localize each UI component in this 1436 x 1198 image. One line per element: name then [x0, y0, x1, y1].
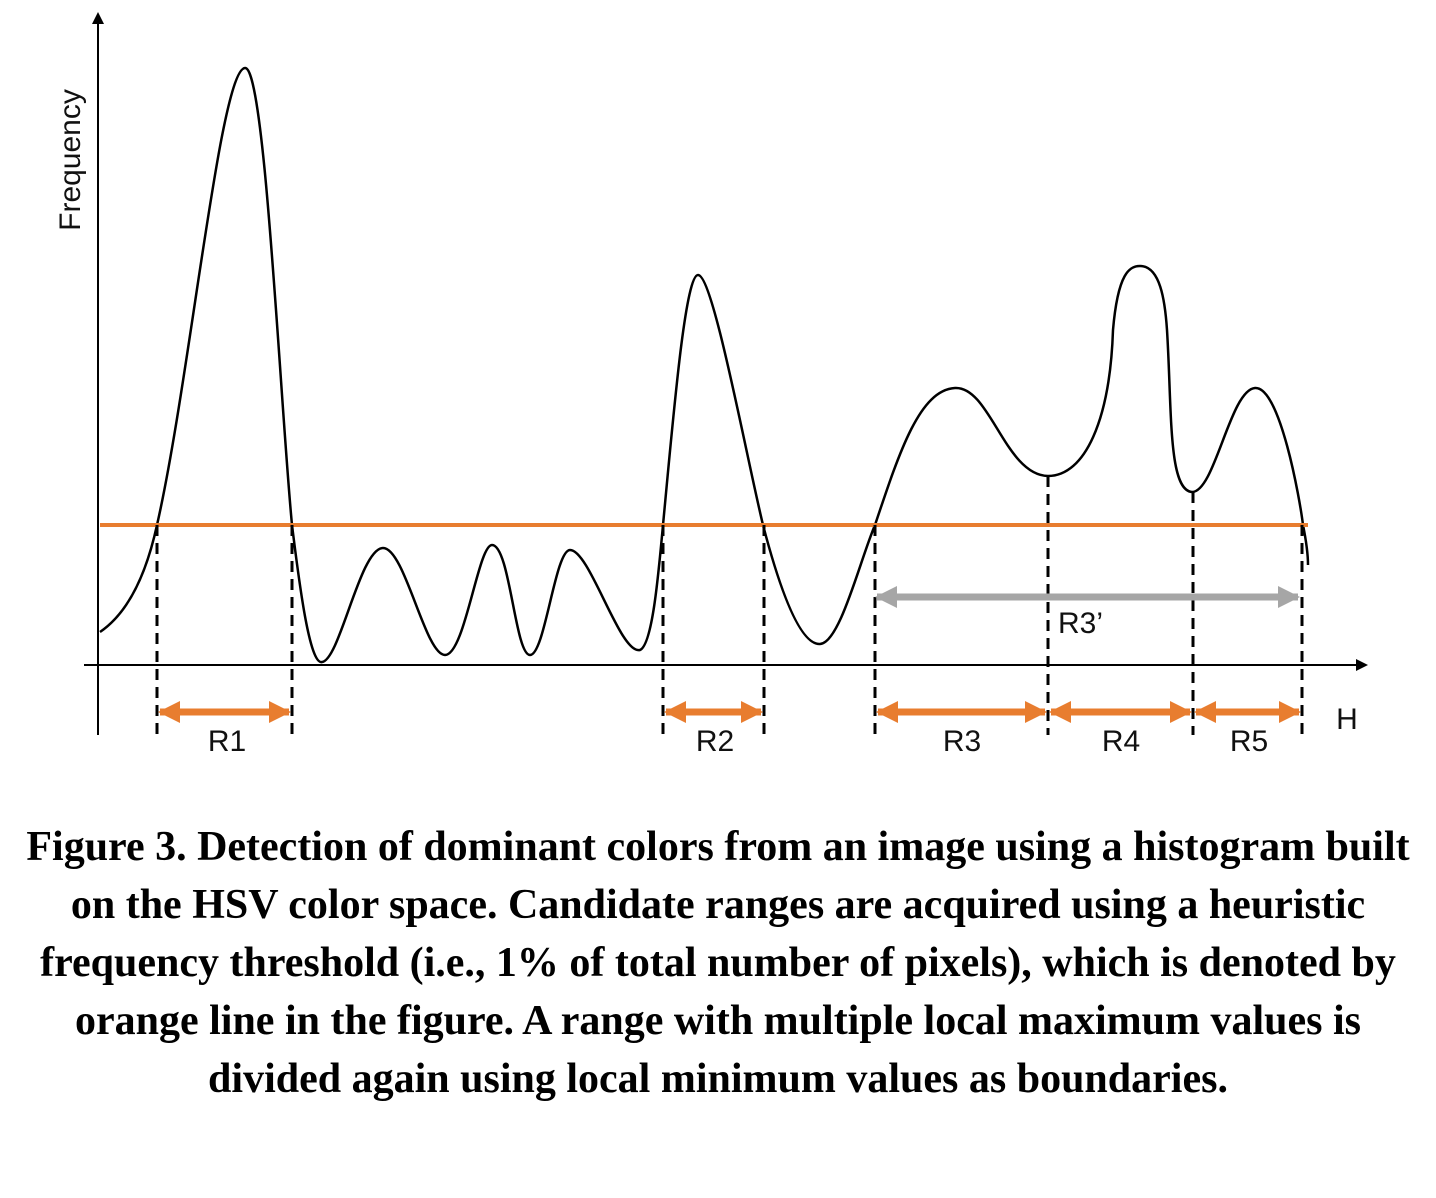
histogram-curve	[99, 66, 1310, 664]
range-label-r5: R5	[1230, 725, 1268, 758]
range-label-r3: R3	[943, 725, 981, 758]
x-axis-label: H	[1336, 703, 1358, 736]
histogram-diagram: Frequency H R3’ R1 R2	[54, 12, 1368, 758]
range-label-r4: R4	[1102, 725, 1140, 758]
y-axis-label: Frequency	[54, 89, 87, 231]
range-label-r2: R2	[696, 725, 734, 758]
merged-range-label: R3’	[1058, 607, 1103, 640]
range-boundaries	[155, 476, 1304, 735]
range-label-r1: R1	[208, 725, 246, 758]
figure-caption: Figure 3. Detection of dominant colors f…	[26, 824, 1410, 1102]
